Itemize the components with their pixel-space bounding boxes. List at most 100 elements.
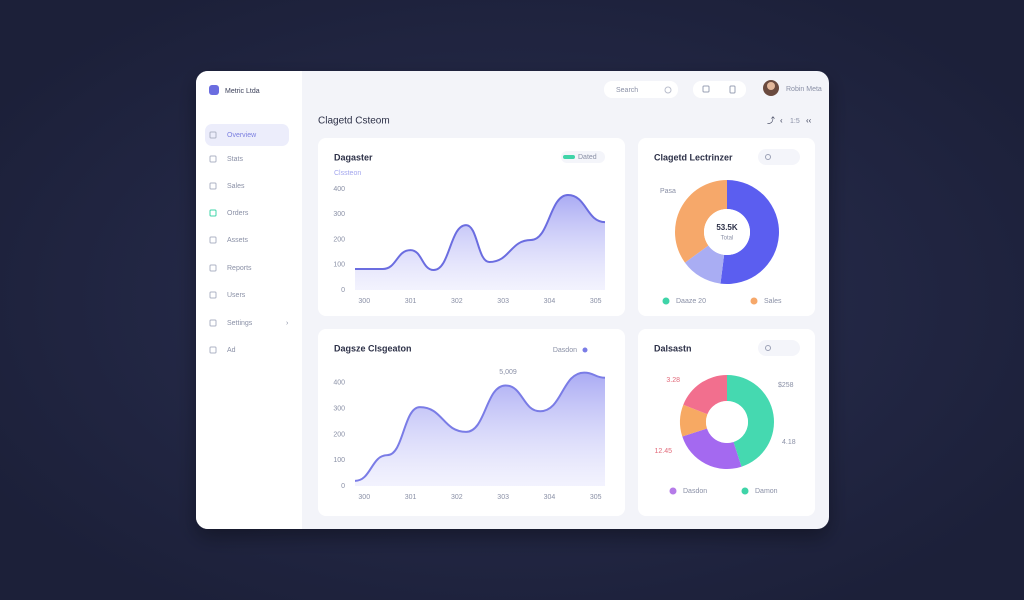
card-title: Dagaster	[334, 152, 373, 162]
legend-label: Damon	[755, 488, 778, 495]
control-pill[interactable]	[758, 149, 800, 165]
annotation: 5,009	[499, 369, 517, 376]
nav-active	[205, 124, 289, 146]
donut-hole	[704, 209, 750, 255]
nav-icon	[209, 236, 217, 244]
donut-segment	[727, 375, 774, 467]
x-tick-label: 304	[544, 298, 556, 305]
legend-swatch	[741, 487, 749, 495]
y-tick-label: 100	[333, 262, 345, 269]
y-tick-label: 0	[341, 287, 345, 294]
icon	[729, 85, 736, 94]
nav-arrow: ›	[286, 320, 289, 327]
nav-icon	[209, 291, 217, 299]
legend-pill[interactable]	[561, 151, 605, 163]
nav-item[interactable]: Assets	[227, 237, 249, 244]
card-subtitle: Clssteon	[334, 170, 361, 177]
annotation: 4.18	[782, 439, 796, 446]
area-fill	[355, 195, 605, 290]
controls[interactable]: 1:5	[790, 118, 800, 125]
legend-swatch	[563, 155, 575, 159]
donut-hole	[706, 401, 748, 443]
nav-item[interactable]: Ad	[227, 347, 236, 354]
control-icon	[765, 154, 771, 160]
nav-item[interactable]: Orders	[227, 210, 249, 217]
x-tick-label: 302	[451, 494, 463, 501]
x-tick-label: 303	[497, 298, 509, 305]
control-icon[interactable]: ‹	[780, 116, 783, 125]
control-icon	[765, 345, 771, 351]
area-fill	[355, 372, 605, 486]
x-tick-label: 301	[405, 298, 417, 305]
nav-item[interactable]: Stats	[227, 156, 243, 163]
search-text: Search	[616, 87, 638, 94]
legend-label: Sales	[764, 298, 782, 305]
donut-segment	[720, 180, 779, 284]
x-tick-label: 305	[590, 494, 602, 501]
donut-segment	[679, 404, 708, 437]
sidebar	[196, 71, 302, 529]
y-tick-label: 400	[333, 186, 345, 193]
legend-swatch	[582, 347, 588, 353]
card-title: Clagetd Lectrinzer	[654, 152, 733, 162]
nav-item[interactable]: Sales	[227, 183, 245, 190]
brand: Metric Ltda	[225, 88, 260, 95]
y-tick-label: 300	[333, 406, 345, 413]
annotation: 3.28	[666, 377, 680, 384]
legend-label: Dated	[578, 154, 597, 161]
avatar-face	[767, 82, 775, 90]
nav-icon	[209, 264, 217, 272]
nav-item[interactable]: Overview	[227, 132, 257, 139]
center-sublabel: Total	[721, 236, 734, 242]
card-title: Dalsastn	[654, 343, 692, 353]
nav-icon	[209, 209, 217, 217]
nav-icon	[209, 182, 217, 190]
icon	[702, 85, 710, 93]
icon-pill[interactable]	[693, 81, 746, 98]
x-tick-label: 300	[358, 298, 370, 305]
center-label: 53.5K	[716, 223, 738, 232]
donut-segment	[683, 375, 727, 415]
annotation: $258	[778, 382, 794, 389]
control-pill[interactable]	[758, 340, 800, 356]
donut-segment	[675, 180, 727, 263]
control-icon[interactable]: ⤴	[767, 115, 775, 125]
donut-segment	[684, 245, 725, 284]
nav: Overview Stats Sales Orders Assets Reports Use…	[209, 131, 289, 354]
nav-icon	[209, 131, 217, 139]
x-tick-label: 300	[358, 494, 370, 501]
nav-item[interactable]: Settings	[227, 320, 253, 327]
y-tick-label: 300	[333, 211, 345, 218]
user-name: Robin Meta	[786, 86, 822, 93]
y-tick-label: 100	[333, 457, 345, 464]
x-tick-label: 305	[590, 298, 602, 305]
control-icon[interactable]: ‹‹	[806, 116, 812, 125]
search-icon	[664, 86, 672, 94]
nav-item[interactable]: Reports	[227, 265, 252, 272]
donut-segment	[682, 428, 742, 469]
x-tick-label: 304	[544, 494, 556, 501]
legend-swatch	[750, 297, 758, 305]
search-box[interactable]	[604, 81, 678, 98]
legend-swatch	[669, 487, 677, 495]
annotation: 12.45	[654, 448, 672, 455]
nav-item[interactable]: Users	[227, 292, 246, 299]
legend-label: Dasdon	[553, 347, 577, 354]
y-tick-label: 400	[333, 380, 345, 387]
area-line	[354, 371, 606, 482]
legend-label: Daaze 20	[676, 298, 706, 305]
y-tick-label: 200	[333, 431, 345, 438]
x-tick-label: 302	[451, 298, 463, 305]
nav-icon	[209, 319, 217, 327]
legend-label: Dasdon	[683, 488, 707, 495]
x-tick-label: 303	[497, 494, 509, 501]
card-title: Dagsze Clsgeaton	[334, 343, 412, 353]
nav-icon	[209, 155, 217, 163]
nav-icon	[209, 346, 217, 354]
page-title: Clagetd Csteom	[318, 116, 390, 127]
area-line	[355, 194, 606, 272]
x-tick-label: 301	[405, 494, 417, 501]
y-tick-label: 0	[341, 483, 345, 490]
